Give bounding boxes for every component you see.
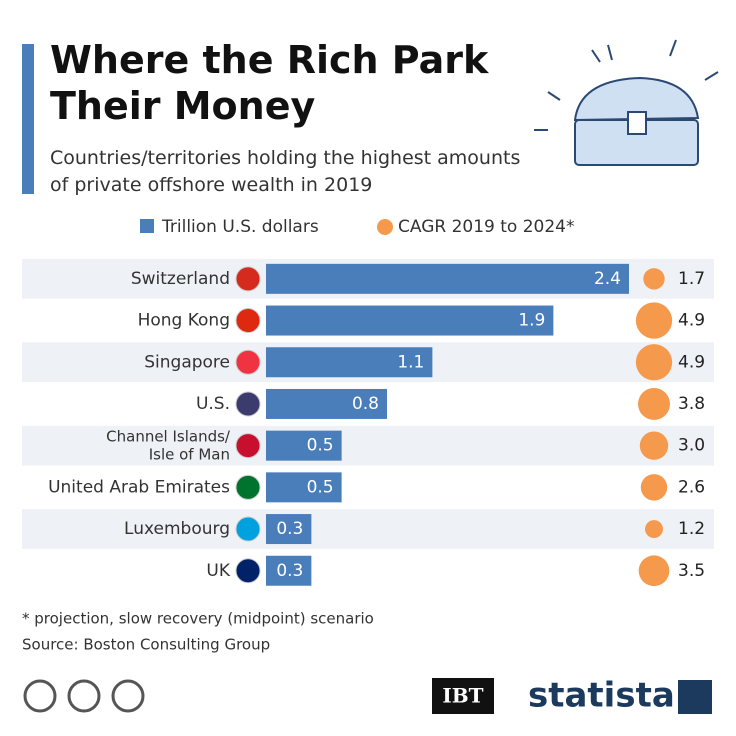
legend-swatch [140,219,154,233]
cagr-value-label: 1.7 [678,269,705,289]
flag [235,308,261,334]
flag [235,391,261,417]
bar-value-label: 0.5 [307,436,334,456]
flag [235,558,261,584]
chest-icon [534,39,719,166]
category-label: United Arab Emirates [48,477,230,497]
cagr-value-label: 3.8 [678,394,705,414]
cagr-value-label: 3.5 [678,561,705,581]
legend-swatch [377,219,393,235]
cagr-value-label: 1.2 [678,519,705,539]
chart-title: Where the Rich Park Their Money [50,38,489,128]
flag [235,433,261,459]
bar-value-label: 0.8 [352,394,379,414]
cagr-bubble [635,344,673,381]
bar [266,305,554,336]
cagr-value-label: 2.6 [678,477,705,497]
bar [266,263,629,294]
ibt-logo [432,678,494,714]
flag [235,474,261,500]
legend-label: Trillion U.S. dollars [161,217,319,237]
cagr-value-label: 4.9 [678,311,705,331]
cagr-value-label: 4.9 [678,352,705,372]
flag [235,266,261,292]
statista-text: statista [528,676,675,716]
cagr-bubble [640,474,668,501]
row-band [22,509,714,549]
license-icons [23,679,145,713]
category-label: UK [206,561,230,581]
statista-mark [678,680,712,714]
bar-value-label: 1.1 [397,352,424,372]
bar [266,430,342,461]
category-label: Luxembourg [124,519,230,539]
cagr-bubble [638,387,670,420]
ibt-text: IBT [442,684,483,708]
category-label: Singapore [144,352,230,372]
flag [235,516,261,542]
title-bar [22,44,34,194]
cagr-bubble [643,268,665,290]
bar-value-label: 0.3 [276,519,303,539]
bar [266,472,342,503]
category-label: Switzerland [131,269,230,289]
cagr-bubble [635,302,673,339]
bar-value-label: 2.4 [594,269,621,289]
footnote: * projection, slow recovery (midpoint) s… [22,610,374,628]
category-label: U.S. [196,394,230,414]
bar-value-label: 0.3 [276,561,303,581]
cagr-bubble [639,431,669,460]
chart-subtitle: Countries/territories holding the highes… [50,147,520,196]
cagr-bubble [638,555,670,587]
category-label: Channel Islands/Isle of Man [106,427,231,463]
bar [266,388,387,419]
bar-value-label: 1.9 [518,311,545,331]
category-label: Hong Kong [138,311,230,331]
row-band [22,425,714,466]
source: Source: Boston Consulting Group [22,636,270,654]
flag [235,349,261,375]
bar [266,555,312,586]
bar [266,347,433,378]
legend-label: CAGR 2019 to 2024* [398,217,575,237]
bar-value-label: 0.5 [307,477,334,497]
cagr-value-label: 3.0 [678,436,705,456]
bar [266,514,312,545]
cagr-bubble [645,520,663,539]
